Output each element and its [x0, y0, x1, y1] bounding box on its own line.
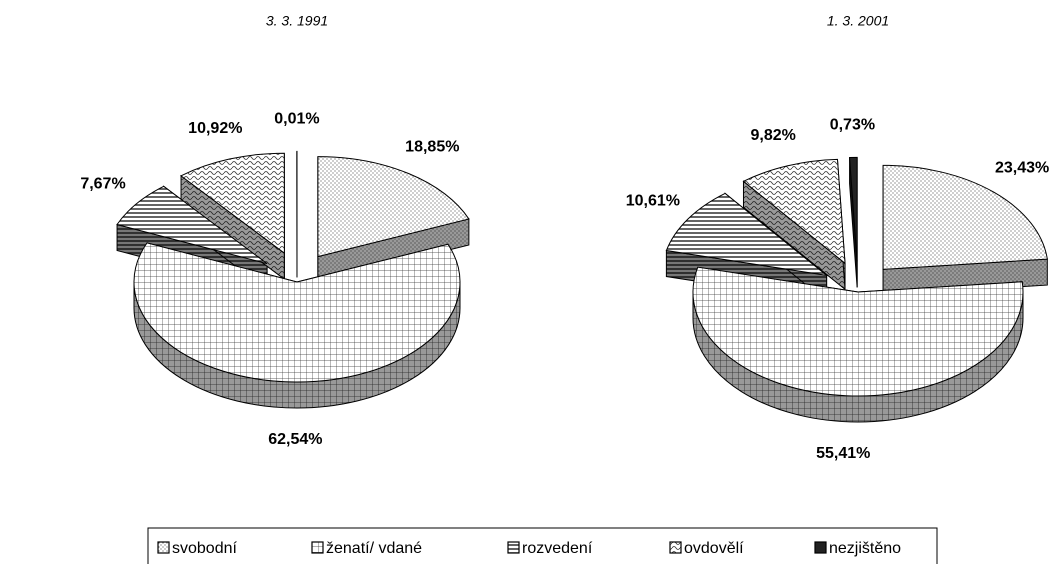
value-label: 10,92%	[188, 120, 242, 137]
legend-label: ženatí/ vdané	[326, 540, 422, 557]
chart-title: 1. 3. 2001	[827, 13, 889, 29]
value-label: 62,54%	[268, 431, 322, 448]
legend-label: nezjištěno	[829, 540, 901, 557]
legend-swatch	[312, 542, 323, 553]
pie-slice	[883, 165, 1047, 269]
value-label: 18,85%	[405, 138, 459, 155]
legend-swatch	[158, 542, 169, 553]
chart-title: 3. 3. 1991	[266, 13, 328, 29]
value-label: 0,01%	[274, 111, 319, 128]
value-label: 10,61%	[626, 193, 680, 210]
value-label: 55,41%	[816, 445, 870, 462]
legend-swatch	[670, 542, 681, 553]
value-label: 7,67%	[80, 176, 125, 193]
value-label: 9,82%	[751, 127, 796, 144]
legend-swatch	[508, 542, 519, 553]
legend-label: ovdovělí	[684, 540, 744, 557]
value-label: 23,43%	[995, 160, 1049, 177]
legend-label: rozvedení	[522, 540, 593, 557]
value-label: 0,73%	[830, 117, 875, 134]
legend-label: svobodní	[172, 540, 237, 557]
pie-slice	[850, 157, 858, 261]
legend-swatch	[815, 542, 826, 553]
